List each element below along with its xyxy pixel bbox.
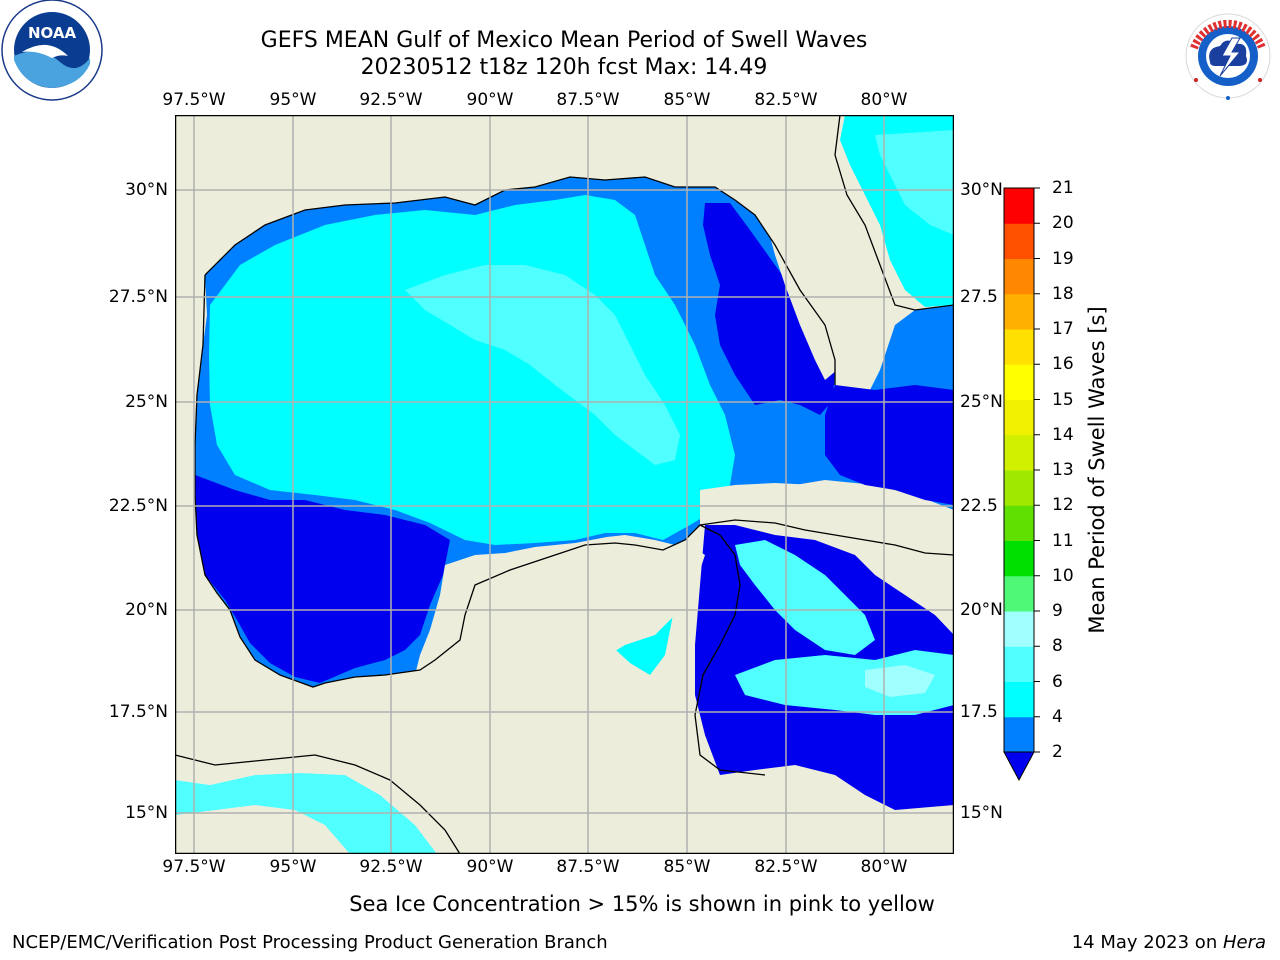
colorbar-segment	[1004, 188, 1034, 224]
colorbar-segment	[1004, 611, 1034, 647]
lon-label-top: 97.5°W	[162, 90, 226, 110]
gulf-swell-under-2	[195, 475, 450, 683]
lon-label-top: 90°W	[466, 90, 514, 110]
lon-label-bottom: 87.5°W	[556, 857, 620, 877]
lon-label-top: 80°W	[860, 90, 908, 110]
coastline	[834, 115, 954, 311]
lat-label-right: 30°N	[960, 180, 1003, 200]
lon-label-bottom: 90°W	[466, 857, 514, 877]
colorbar-label: Mean Period of Swell Waves [s]	[1085, 306, 1109, 634]
colorbar-segment	[1004, 364, 1034, 400]
land-fill	[700, 483, 954, 555]
lat-label-left: 17.5°N	[108, 702, 168, 722]
land-fill	[415, 535, 705, 677]
noaa-logo: NOAA	[0, 0, 104, 104]
lat-label-left: 25°N	[125, 392, 168, 412]
atlantic-swell-under-2	[825, 385, 954, 505]
coastline	[694, 524, 766, 776]
lon-label-bottom: 80°W	[860, 857, 908, 877]
title-line-1: GEFS MEAN Gulf of Mexico Mean Period of …	[260, 28, 868, 53]
lat-label-left: 30°N	[125, 180, 168, 200]
lat-label-right: 20°N	[960, 600, 1003, 620]
coastline	[699, 519, 954, 556]
colorbar-tick-label: 14	[1052, 424, 1074, 445]
colorbar-tick-label: 16	[1052, 354, 1074, 375]
atlantic-swell-6-8	[875, 130, 954, 235]
lat-label-right: 22.5	[960, 496, 998, 516]
lon-label-top: 87.5°W	[556, 90, 620, 110]
lon-label-top: 82.5°W	[754, 90, 818, 110]
lon-label-bottom: 97.5°W	[162, 857, 226, 877]
lat-label-right: 15°N	[960, 803, 1003, 823]
colorbar-tick-label: 18	[1052, 283, 1074, 304]
lon-label-bottom: 85°W	[663, 857, 711, 877]
colorbar-segment	[1004, 540, 1034, 577]
colorbar-tick-label: 6	[1052, 671, 1063, 692]
footer-credit: NCEP/EMC/Verification Post Processing Pr…	[12, 932, 608, 953]
colorbar-extend-arrow	[1003, 751, 1035, 782]
colorbar-segment	[1004, 434, 1034, 471]
colorbar-segment	[1004, 293, 1034, 330]
lon-label-bottom: 82.5°W	[754, 857, 818, 877]
colorbar-segment	[1004, 399, 1034, 436]
lat-label-left: 20°N	[125, 600, 168, 620]
footer-date: 14 May 2023 on Hera	[1072, 932, 1266, 954]
colorbar-segment	[1004, 681, 1034, 718]
colorbar-tick-label: 12	[1052, 495, 1074, 516]
colorbar-tick-label: 8	[1052, 636, 1063, 657]
colorbar-segment	[1004, 329, 1034, 365]
colorbar-tick-label: 17	[1052, 319, 1074, 339]
title-line-2: 20230512 t18z 120h fcst Max: 14.49	[360, 55, 768, 80]
colorbar-tick-label: 13	[1052, 460, 1074, 480]
lon-label-top: 92.5°W	[359, 90, 423, 110]
lon-label-bottom: 95°W	[269, 857, 317, 877]
gulf-swell-4-6	[209, 195, 735, 545]
colorbar-segment	[1004, 646, 1034, 682]
lat-label-right: 25°N	[960, 392, 1003, 412]
sea-ice-note: Sea Ice Concentration > 15% is shown in …	[349, 892, 935, 916]
gulf-swell-6-8	[405, 265, 680, 465]
caribbean-swell-8-9	[865, 665, 935, 697]
colorbar-segment	[1004, 716, 1034, 753]
noaa-logo-text: NOAA	[28, 24, 77, 42]
colorbar-segment	[1004, 258, 1034, 295]
colorbar-tick-label: 15	[1052, 389, 1074, 410]
lat-label-right: 27.5	[960, 287, 998, 307]
land-fill	[767, 205, 847, 380]
lon-label-top: 85°W	[663, 90, 711, 110]
colorbar-segment	[1004, 575, 1034, 612]
gulf-swell-6-8	[735, 540, 875, 655]
lat-label-left: 15°N	[125, 803, 168, 823]
lat-label-left: 27.5°N	[108, 287, 168, 307]
colorbar-segment	[1004, 505, 1034, 541]
colorbar-tick-label: 10	[1052, 565, 1074, 586]
colorbar-tick-label: 21	[1052, 178, 1074, 198]
colorbar-tick-label: 4	[1052, 706, 1063, 727]
colorbar-ticks: 2 4 6 8 9 10 11 12 13 14 15 16 17 18 19 20 21	[1052, 0, 1092, 960]
lon-label-top: 95°W	[269, 90, 317, 110]
colorbar	[1000, 186, 1044, 786]
gulf-swell-under-2	[703, 203, 835, 415]
lon-label-bottom: 92.5°W	[359, 857, 423, 877]
colorbar-tick-label: 9	[1052, 601, 1063, 621]
colorbar-segment	[1004, 470, 1034, 506]
lat-label-left: 22.5°N	[108, 496, 168, 516]
coastline	[175, 754, 461, 854]
colorbar-tick-label: 2	[1052, 742, 1063, 762]
footer-date-text: 14 May 2023 on	[1071, 932, 1223, 953]
map-frame	[175, 115, 954, 854]
footer-host: Hera	[1222, 932, 1266, 953]
colorbar-tick-label: 11	[1052, 530, 1074, 551]
lat-label-right: 17.5	[960, 702, 998, 722]
coastline	[194, 274, 701, 688]
colorbar-tick-label: 20	[1052, 213, 1074, 234]
colorbar-segment	[1004, 223, 1034, 259]
colorbar-tick-label: 19	[1052, 248, 1074, 269]
graticule	[175, 115, 954, 854]
gulf-of-mexico-map	[175, 115, 954, 854]
nws-logo	[1176, 10, 1276, 100]
